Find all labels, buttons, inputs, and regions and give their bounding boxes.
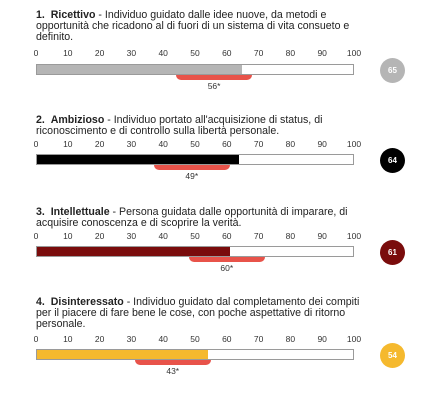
tick-label: 10	[63, 139, 73, 149]
tick-label: 0	[33, 48, 39, 58]
tick-label: 40	[158, 334, 168, 344]
tick-label: 70	[253, 334, 264, 344]
profile-number: 3.	[36, 206, 45, 218]
tick-label: 0	[33, 231, 39, 241]
tick-label: 10	[63, 231, 73, 241]
axis-ticks: 0 10 20 30 40 50 60 70 80 90 100	[0, 48, 434, 60]
profile-title: 3. Intellettuale - Persona guidata dalle…	[36, 206, 348, 230]
profile-name: Disinteressato	[50, 296, 124, 308]
tick-label: 80	[285, 231, 296, 241]
profile-description: Individuo guidato dal completamento dei …	[36, 296, 360, 331]
tick-label: 30	[126, 139, 137, 149]
profile-block-2: 2. Ambizioso - Individuo portato all'acq…	[0, 114, 434, 205]
score-badge: 54	[380, 343, 405, 368]
tick-label: 50	[190, 139, 200, 149]
tick-label: 90	[317, 231, 327, 241]
tick-label: 100	[346, 139, 362, 149]
score-bar-track	[36, 349, 354, 360]
profile-block-4: 4. Disinteressato - Individuo guidato da…	[0, 296, 434, 387]
profile-title: 2. Ambizioso - Individuo portato all'acq…	[36, 114, 323, 138]
tick-label: 70	[253, 48, 264, 58]
score-bar	[37, 247, 230, 256]
score-badge: 64	[380, 148, 405, 173]
profile-title: 4. Disinteressato - Individuo guidato da…	[36, 296, 360, 331]
score-badge: 61	[380, 240, 405, 265]
tick-label: 100	[346, 48, 362, 58]
tick-label: 10	[63, 48, 73, 58]
profile-block-3: 3. Intellettuale - Persona guidata dalle…	[0, 206, 434, 297]
score-bar-track	[36, 246, 354, 257]
profile-block-1: 1. Ricettivo - Individuo guidato dalle i…	[0, 9, 434, 100]
axis-ticks: 0 10 20 30 40 50 60 70 80 90 100	[0, 334, 434, 346]
average-label: 56*	[207, 81, 221, 91]
tick-label: 60	[222, 48, 232, 58]
tick-label: 70	[253, 139, 264, 149]
axis-ticks: 0 10 20 30 40 50 60 70 80 90 100	[0, 139, 434, 151]
tick-label: 70	[253, 231, 264, 241]
tick-label: 0	[33, 139, 39, 149]
tick-label: 30	[126, 231, 137, 241]
tick-label: 40	[158, 139, 168, 149]
average-label: 60*	[220, 263, 234, 273]
tick-label: 40	[158, 48, 168, 58]
profile-name: Intellettuale	[50, 206, 110, 218]
score-badge: 65	[380, 58, 405, 83]
profile-number: 4.	[36, 296, 45, 308]
tick-label: 20	[94, 48, 105, 58]
tick-label: 50	[190, 48, 200, 58]
tick-label: 60	[222, 231, 232, 241]
tick-label: 90	[317, 48, 327, 58]
profile-description: Persona guidata dalle opportunità di imp…	[36, 206, 348, 230]
profile-name: Ricettivo	[50, 9, 96, 21]
tick-label: 30	[126, 48, 137, 58]
profile-name: Ambizioso	[50, 114, 105, 126]
score-bar	[37, 65, 243, 74]
tick-label: 0	[33, 334, 39, 344]
tick-label: 20	[94, 139, 105, 149]
score-bar	[37, 155, 240, 164]
score-bar-track	[36, 154, 354, 165]
profile-description: Individuo portato all'acquisizione di st…	[36, 114, 323, 138]
tick-label: 30	[126, 334, 137, 344]
score-bar-track	[36, 64, 354, 75]
tick-label: 50	[190, 334, 200, 344]
tick-label: 100	[346, 231, 362, 241]
average-range-band	[175, 75, 253, 80]
tick-label: 60	[222, 334, 232, 344]
average-label: 49*	[185, 171, 199, 181]
tick-label: 80	[285, 334, 296, 344]
average-label: 43*	[166, 366, 180, 376]
tick-label: 90	[317, 334, 327, 344]
profile-number: 2.	[36, 114, 45, 126]
average-range-band	[188, 257, 265, 262]
tick-label: 80	[285, 48, 296, 58]
tick-label: 60	[222, 139, 232, 149]
profile-description: Individuo guidato dalle idee nuove, da m…	[36, 9, 350, 44]
tick-label: 50	[190, 231, 200, 241]
tick-label: 90	[317, 139, 327, 149]
tick-label: 80	[285, 139, 296, 149]
tick-label: 20	[94, 231, 105, 241]
tick-label: 40	[158, 231, 168, 241]
tick-label: 20	[94, 334, 105, 344]
axis-ticks: 0 10 20 30 40 50 60 70 80 90 100	[0, 231, 434, 243]
average-range-band	[153, 165, 230, 170]
average-range-band	[134, 360, 211, 365]
tick-label: 100	[346, 334, 362, 344]
profile-number: 1.	[36, 9, 45, 21]
score-bar	[37, 350, 208, 359]
profile-title: 1. Ricettivo - Individuo guidato dalle i…	[36, 9, 350, 44]
tick-label: 10	[63, 334, 73, 344]
